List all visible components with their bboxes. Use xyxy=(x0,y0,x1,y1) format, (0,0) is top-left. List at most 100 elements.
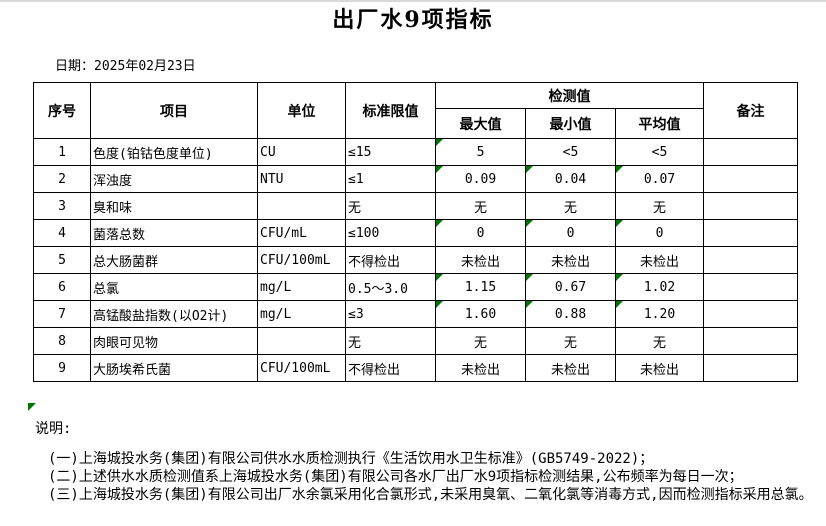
col-header-item: 项目 xyxy=(90,82,258,139)
col-header-min: 最小值 xyxy=(525,108,616,139)
cell-flag-icon xyxy=(436,139,443,146)
cell-remark xyxy=(703,354,799,382)
cell-item: 总大肠菌群 xyxy=(90,246,258,274)
cell-no: 2 xyxy=(33,165,91,193)
cell-max: 未检出 xyxy=(435,354,526,382)
cell-no: 3 xyxy=(33,192,91,220)
cell-unit: CFU/100mL xyxy=(257,246,346,274)
cell-max: 无 xyxy=(435,327,526,355)
report-date: 日期：2025年02月23日 xyxy=(55,55,196,74)
table-row: 1 色度(铂钴色度单位) CU ≤15 5 <5 <5 xyxy=(33,138,799,166)
table-row: 4 菌落总数 CFU/mL ≤100 0 0 0 xyxy=(33,219,799,247)
cell-unit: CFU/100mL xyxy=(257,354,346,382)
cell-min: 0 xyxy=(525,219,616,247)
cell-limit: ≤100 xyxy=(345,219,436,247)
cell-unit: mg/L xyxy=(257,300,346,328)
cell-item: 臭和味 xyxy=(90,192,258,220)
cell-no: 7 xyxy=(33,300,91,328)
cell-no: 8 xyxy=(33,327,91,355)
col-header-detected-group: 检测值 xyxy=(434,82,705,109)
cell-no: 9 xyxy=(33,354,91,382)
cell-limit: 不得检出 xyxy=(345,246,436,274)
cell-limit: ≤1 xyxy=(345,165,436,193)
cell-flag-icon xyxy=(616,220,623,227)
cell-remark xyxy=(703,327,799,355)
cell-avg: 无 xyxy=(614,327,705,355)
table-row: 3 臭和味无无无无 xyxy=(33,192,799,220)
cell-avg: 0.07 xyxy=(614,165,705,193)
cell-item: 大肠埃希氏菌 xyxy=(90,354,258,382)
cell-unit xyxy=(257,192,346,220)
notes-heading: 说明: xyxy=(35,421,72,437)
cell-no: 5 xyxy=(33,246,91,274)
note-line: (二)上述供水水质检测值系上海城投水务(集团)有限公司各水厂出厂水9项指标检测结… xyxy=(48,469,743,485)
col-header-limit: 标准限值 xyxy=(345,82,436,139)
table-row: 5 总大肠菌群 CFU/100mL 不得检出 未检出 未检出 未检出 xyxy=(33,246,799,274)
cell-max: 1.15 xyxy=(435,273,526,301)
cell-limit: ≤15 xyxy=(345,138,436,166)
cell-remark xyxy=(703,219,799,247)
cell-min: 未检出 xyxy=(525,246,616,274)
cell-flag-icon xyxy=(436,274,443,281)
table-row: 8 肉眼可见物无无无无 xyxy=(33,327,799,355)
cell-flag-icon xyxy=(436,301,443,308)
col-header-max: 最大值 xyxy=(435,108,526,139)
cell-min: 0.67 xyxy=(525,273,616,301)
cell-no: 1 xyxy=(33,138,91,166)
cell-max: 1.60 xyxy=(435,300,526,328)
cell-min: 无 xyxy=(525,327,616,355)
indicators-table: 序号 项目 单位 标准限值 检测值 备注 最大值 最小值 平均值 1 色度(铂钴色… xyxy=(33,82,799,382)
cell-max: 无 xyxy=(435,192,526,220)
col-header-remark: 备注 xyxy=(703,82,799,139)
table-header: 序号 项目 单位 标准限值 检测值 备注 最大值 最小值 平均值 xyxy=(33,82,799,139)
cell-flag-icon xyxy=(436,220,443,227)
cell-unit: mg/L xyxy=(257,273,346,301)
cell-avg: 未检出 xyxy=(614,246,705,274)
note-line: (三)上海城投水务(集团)有限公司出厂水余氯采用化合氯形式,未采用臭氧、二氧化氯… xyxy=(48,487,813,503)
cell-min: 0.88 xyxy=(525,300,616,328)
cell-item: 总氯 xyxy=(90,273,258,301)
cell-remark xyxy=(703,138,799,166)
table-row: 9 大肠埃希氏菌 CFU/100mL 不得检出 未检出 未检出 未检出 xyxy=(33,354,799,382)
table-row: 6 总氯 mg/L 0.5～3.0 1.15 0.67 1.02 xyxy=(33,273,799,301)
col-header-no: 序号 xyxy=(33,82,91,139)
cell-unit xyxy=(257,327,346,355)
top-border-line xyxy=(0,0,826,2)
cell-flag-icon xyxy=(526,274,533,281)
cell-no: 6 xyxy=(33,273,91,301)
col-header-unit: 单位 xyxy=(257,82,346,139)
cell-no: 4 xyxy=(33,219,91,247)
cell-max: 5 xyxy=(435,138,526,166)
cell-flag-icon xyxy=(616,166,623,173)
date-label: 日期： xyxy=(55,59,95,74)
cell-remark xyxy=(703,273,799,301)
cell-min: 未检出 xyxy=(525,354,616,382)
cell-avg: 未检出 xyxy=(614,354,705,382)
cell-flag-icon xyxy=(616,301,623,308)
cell-item: 高锰酸盐指数(以O2计) xyxy=(90,300,258,328)
cell-limit: 无 xyxy=(345,192,436,220)
cell-avg: 1.02 xyxy=(614,273,705,301)
cell-max: 0.09 xyxy=(435,165,526,193)
cell-item: 浑浊度 xyxy=(90,165,258,193)
cell-max: 0 xyxy=(435,219,526,247)
table-row: 2 浑浊度 NTU ≤1 0.09 0.04 0.07 xyxy=(33,165,799,193)
cell-remark xyxy=(703,192,799,220)
col-header-avg: 平均值 xyxy=(614,108,705,139)
note-line: (一)上海城投水务(集团)有限公司供水水质检测执行《生活饮用水卫生标准》(GB5… xyxy=(48,451,654,467)
cell-avg: 1.20 xyxy=(614,300,705,328)
cell-unit: NTU xyxy=(257,165,346,193)
cell-avg: 0 xyxy=(614,219,705,247)
cell-item: 菌落总数 xyxy=(90,219,258,247)
cell-min: <5 xyxy=(525,138,616,166)
cell-flag-icon xyxy=(526,301,533,308)
cell-flag-icon xyxy=(436,166,443,173)
date-value: 2025年02月23日 xyxy=(94,59,196,74)
notes-list: (一)上海城投水务(集团)有限公司供水水质检测执行《生活饮用水卫生标准》(GB5… xyxy=(48,450,818,504)
cell-remark xyxy=(703,165,799,193)
cell-limit: 无 xyxy=(345,327,436,355)
cell-unit: CFU/mL xyxy=(257,219,346,247)
table-row: 7 高锰酸盐指数(以O2计) mg/L ≤3 1.60 0.88 1.20 xyxy=(33,300,799,328)
cell-limit: 不得检出 xyxy=(345,354,436,382)
